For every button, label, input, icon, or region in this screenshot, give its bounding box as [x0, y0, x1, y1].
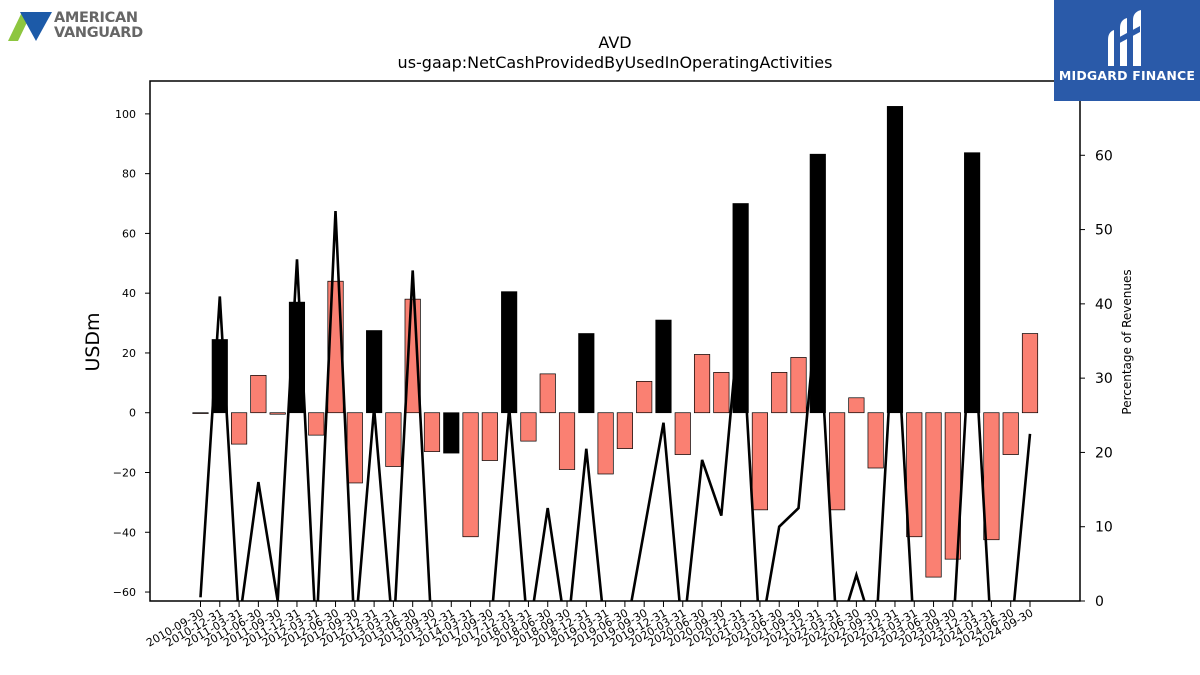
bar-2018-03-31: [520, 412, 537, 442]
y-axis-label: USDm: [82, 312, 104, 371]
midgard-m-icon: [1108, 10, 1141, 66]
american-vanguard-logo: AMERICAN VANGUARD: [8, 8, 168, 44]
bar-2021-09-30: [790, 357, 807, 414]
bar-2012-09-30: [346, 412, 363, 484]
y-ticks: −60 −40 −20 0 20 40 60 80 100: [113, 108, 150, 599]
y-tick-label: 80: [122, 168, 136, 181]
bar-2021-06-30: [771, 372, 788, 414]
plot-frame: [149, 80, 1081, 602]
bar-2013-12-31: [443, 412, 460, 454]
bar-2018-09-30: [558, 412, 576, 470]
bar-2019-03-31: [597, 412, 614, 475]
bar-2012-03-31: [308, 412, 325, 436]
logo-line-1: AMERICAN: [54, 10, 138, 26]
y-tick-label: −20: [113, 466, 136, 479]
y-tick-label: 20: [122, 347, 136, 360]
bar-2022-06-30: [848, 397, 865, 414]
bar-2010-09-30: [192, 412, 209, 414]
y-tick-label: 100: [115, 108, 136, 121]
bar-2020-09-30: [713, 372, 730, 414]
bar-2022-09-30: [867, 412, 884, 469]
bar-2024-06-30: [1002, 412, 1019, 455]
bar-2021-03-31: [751, 412, 768, 511]
chart-subtitle: us-gaap:NetCashProvidedByUsedInOperating…: [398, 53, 833, 72]
y-tick-label: 60: [122, 227, 136, 240]
logo-line-2: VANGUARD: [54, 25, 143, 41]
bar-2019-12-31: [655, 319, 672, 414]
bar-2013-09-30: [423, 412, 441, 452]
bar-2017-12-31: [501, 291, 518, 414]
bar-2022-12-31: [886, 106, 904, 414]
y2-tick-label: 20: [1095, 445, 1113, 461]
y2-tick-label: 40: [1095, 297, 1113, 313]
vanguard-mark-icon: [8, 12, 52, 41]
bar-2023-06-30: [925, 412, 942, 578]
y2-tick-label: 10: [1095, 520, 1113, 536]
y2-tick-label: 50: [1095, 223, 1113, 239]
percentage-line: [199, 210, 1032, 601]
bar-2023-03-31: [906, 412, 923, 538]
bar-2024-03-31: [983, 412, 1000, 541]
bar-2013-03-31: [385, 412, 402, 467]
y-tick-label: 0: [129, 407, 136, 420]
x-ticks: 2010-09-302010-12-312011-03-312011-06-30…: [144, 601, 1036, 650]
bar-2014-03-31: [462, 412, 479, 538]
y2-axis-label: Percentage of Revenues: [1120, 269, 1134, 414]
bar-2018-06-30: [539, 373, 556, 414]
y-tick-label: 40: [122, 287, 136, 300]
bar-2019-06-30: [616, 412, 633, 449]
y2-ticks: 0 10 20 30 40 50 60: [1080, 148, 1113, 610]
chart-title: AVD: [598, 33, 631, 52]
y-tick-label: −60: [113, 586, 136, 599]
y2-tick-label: 30: [1095, 371, 1113, 387]
y2-tick-label: 60: [1095, 148, 1113, 164]
bar-2022-03-31: [829, 412, 846, 511]
bar-2017-09-30: [481, 412, 498, 461]
y2-tick-label: 0: [1095, 594, 1104, 610]
bar-2011-09-30: [269, 412, 286, 415]
bar-2020-03-31: [674, 412, 691, 455]
bar-2020-06-30: [693, 354, 711, 414]
bar-2011-03-31: [231, 412, 248, 445]
bar-2011-06-30: [250, 375, 267, 414]
bar-2024-09-30: [1021, 333, 1039, 414]
midgard-finance-logo: MIDGARD FINANCE: [1054, 0, 1200, 101]
bar-2019-09-30: [636, 380, 653, 414]
bar-2012-12-31: [366, 330, 383, 414]
line-layer: [199, 210, 1032, 601]
midgard-finance-name: MIDGARD FINANCE: [1058, 68, 1196, 83]
bar-2018-12-31: [578, 333, 595, 414]
y-tick-label: −40: [113, 526, 136, 539]
bars-layer: [192, 106, 1039, 578]
